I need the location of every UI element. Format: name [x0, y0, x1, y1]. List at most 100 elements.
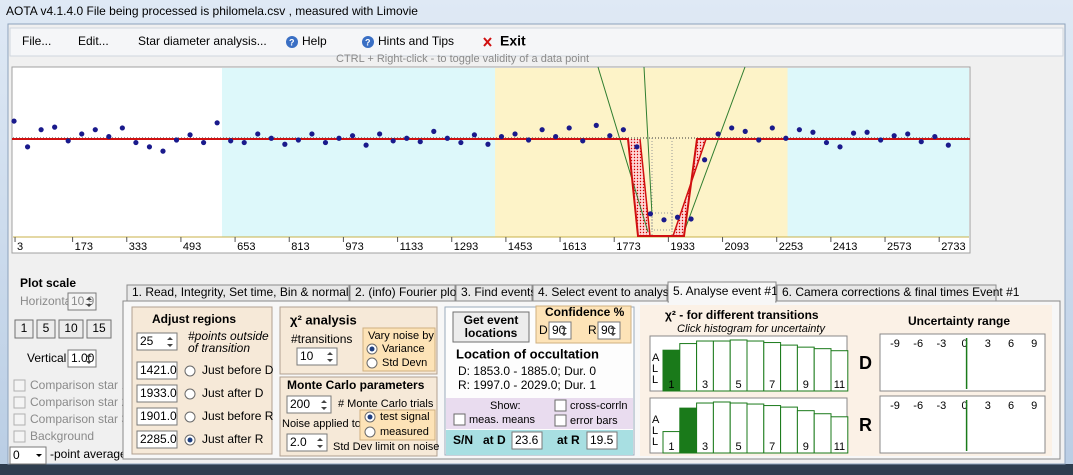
tab[interactable] [349, 284, 456, 302]
sn-d-value[interactable] [511, 431, 543, 450]
data-point[interactable] [404, 135, 410, 141]
data-point[interactable] [79, 131, 85, 137]
data-point[interactable] [593, 122, 599, 128]
show-option[interactable]: meas. means [469, 414, 536, 426]
data-point[interactable] [864, 129, 870, 135]
checkbox-label[interactable]: Comparison star 2 [30, 395, 128, 409]
data-point[interactable] [498, 133, 505, 140]
data-point[interactable] [336, 135, 342, 141]
data-point[interactable] [201, 139, 207, 146]
tab-label[interactable]: 1. Read, Integrity, Set time, Bin & norm… [132, 285, 364, 299]
data-point[interactable] [607, 133, 613, 139]
data-point[interactable] [525, 137, 532, 143]
data-point[interactable] [417, 139, 423, 145]
tab-label[interactable]: 2. (info) Fourier plot [355, 285, 460, 299]
tab-label[interactable]: 3. Find events [461, 285, 536, 299]
data-point[interactable] [11, 118, 17, 124]
data-point[interactable] [796, 127, 802, 133]
data-point[interactable] [349, 133, 356, 139]
data-point[interactable] [823, 139, 830, 146]
limit-input[interactable] [286, 433, 328, 452]
data-point[interactable] [214, 120, 220, 126]
data-point[interactable] [945, 142, 951, 148]
region-input[interactable] [136, 361, 178, 380]
show-checkbox[interactable] [554, 399, 567, 412]
data-point[interactable] [715, 131, 721, 137]
data-point[interactable] [810, 129, 816, 135]
data-point[interactable] [38, 127, 44, 133]
data-point[interactable] [729, 125, 735, 131]
region-label[interactable]: Just before R [202, 409, 274, 423]
data-point[interactable] [850, 130, 857, 136]
data-point[interactable] [905, 131, 911, 137]
data-point[interactable] [431, 128, 437, 134]
histogram-bar[interactable] [679, 407, 698, 454]
data-point[interactable] [769, 125, 775, 131]
data-point[interactable] [295, 137, 301, 143]
vary-radio[interactable] [366, 357, 378, 369]
data-point[interactable] [444, 135, 450, 141]
histogram-bar[interactable] [746, 340, 765, 392]
get-locations-button[interactable] [452, 311, 530, 343]
tab[interactable] [532, 284, 668, 302]
menu-item[interactable]: Exit [500, 33, 526, 49]
data-point[interactable] [268, 135, 274, 141]
region-input[interactable] [136, 430, 178, 449]
tab[interactable] [126, 284, 350, 302]
data-point[interactable] [553, 133, 559, 140]
data-point[interactable] [241, 139, 247, 146]
histogram-bar[interactable] [712, 401, 731, 454]
menu-item[interactable]: Hints and Tips [378, 34, 454, 48]
data-point[interactable] [756, 137, 762, 143]
histogram-bar[interactable] [780, 344, 798, 392]
data-point[interactable] [322, 139, 329, 146]
histogram-bar[interactable] [813, 348, 832, 392]
data-point[interactable] [918, 139, 924, 145]
data-point[interactable] [160, 148, 166, 154]
show-option[interactable]: error bars [570, 415, 618, 427]
data-point[interactable] [702, 157, 708, 163]
checkbox-label[interactable]: Comparison star 3 [30, 412, 128, 426]
button-label[interactable]: locations [465, 326, 518, 340]
data-point[interactable] [634, 144, 640, 150]
histogram-bar[interactable] [813, 413, 832, 454]
data-point[interactable] [471, 132, 478, 138]
data-point[interactable] [539, 127, 545, 133]
checkbox-label[interactable]: Comparison star 1 [30, 378, 128, 392]
histogram-bar[interactable] [712, 340, 731, 392]
data-point[interactable] [173, 137, 180, 143]
data-point[interactable] [65, 138, 71, 144]
tab-label[interactable]: 5. Analyse event #1 [673, 284, 778, 298]
noise-option[interactable]: test signal [380, 411, 430, 423]
scale-button[interactable] [14, 319, 34, 339]
data-point[interactable] [377, 131, 383, 137]
data-point[interactable] [106, 133, 112, 140]
data-point[interactable] [228, 138, 234, 144]
data-point[interactable] [688, 216, 694, 222]
data-point[interactable] [133, 139, 139, 146]
region-radio[interactable] [184, 365, 196, 377]
region-label[interactable]: Just after D [202, 386, 264, 400]
show-checkbox[interactable] [453, 413, 466, 426]
checkbox[interactable] [13, 379, 26, 392]
region-input[interactable] [136, 407, 178, 426]
data-point[interactable] [837, 144, 843, 150]
checkbox[interactable] [13, 413, 26, 426]
confidence-r-input[interactable] [597, 321, 621, 340]
data-point[interactable] [255, 131, 261, 137]
histogram-bar[interactable] [830, 416, 849, 454]
data-point[interactable] [742, 128, 748, 134]
points-input[interactable] [136, 332, 178, 351]
data-point[interactable] [458, 139, 464, 146]
region-label[interactable]: Just before D [202, 363, 274, 377]
transitions-input[interactable] [296, 347, 338, 366]
data-point[interactable] [620, 127, 626, 133]
histogram-bar[interactable] [679, 343, 698, 392]
show-checkbox[interactable] [554, 414, 567, 427]
data-point[interactable] [783, 135, 789, 141]
data-point[interactable] [187, 132, 193, 138]
checkbox-label[interactable]: Background [30, 429, 94, 443]
data-point[interactable] [647, 211, 654, 217]
data-point[interactable] [24, 144, 31, 150]
scale-button[interactable] [86, 319, 112, 339]
